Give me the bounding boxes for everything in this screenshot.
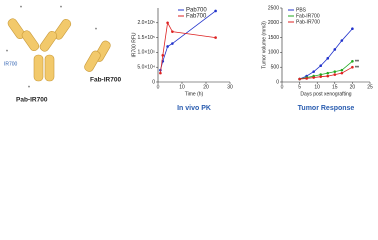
svg-text:*: * [6,49,8,55]
y-tick-label: 1000 [268,50,279,56]
data-point [305,77,308,80]
svg-text:*: * [28,85,30,91]
data-point [333,73,337,76]
y-tick-label: 5.0×10⁴ [137,65,155,71]
y-tick-label: 2500 [268,5,279,11]
antibody-diagram: * * * * * [6,5,111,91]
data-point [351,27,354,31]
data-point [351,65,354,69]
y-tick-label: 1500 [268,35,279,41]
y-tick-label: 2000 [268,20,279,26]
series-line [160,10,216,71]
data-point [312,70,315,73]
y-axis-label: Tumor volume (mm3) [261,21,267,69]
x-tick-label: 25 [367,84,373,90]
chart-title: Tumor Response [298,105,355,112]
data-point [326,74,330,78]
chart-title: In vivo PK [177,105,211,112]
x-tick-label: 0 [281,84,284,90]
x-tick-label: 15 [332,84,338,90]
figure: * * * * * Pab-IR700 Fab-IR700 IR700 0 5.0… [4,5,373,112]
legend-label: Fab700 [186,14,207,20]
annotation: ** [355,65,359,71]
y-tick-label: 1.5×10⁵ [137,35,155,41]
x-tick-label: 10 [179,84,185,90]
data-point [319,73,323,76]
data-point [340,68,344,72]
data-point [340,71,344,75]
data-point [214,36,217,39]
y-tick-label: 500 [271,65,280,71]
data-point [166,45,169,48]
data-point [161,54,165,57]
data-point [351,59,354,63]
series-line [160,21,216,74]
annotation: ** [355,59,359,65]
data-point [326,57,330,60]
svg-text:*: * [95,27,97,33]
data-point [340,39,344,42]
data-point [298,77,301,81]
legend-label: Pab-IR700 [296,19,320,25]
series-line [299,28,353,80]
svg-text:*: * [20,5,22,11]
y-axis-label: IR700 RFU [131,32,137,57]
data-point [171,42,174,45]
svg-text:*: * [60,5,62,11]
y-tick-label: 2.0×10⁵ [137,20,155,26]
x-tick-label: 5 [298,84,301,90]
legend-label: Pab700 [186,8,207,14]
data-point [333,70,337,73]
x-tick-label: 10 [314,84,320,90]
y-tick-label: 1.0×10⁵ [137,50,155,56]
data-point [214,9,217,13]
x-tick-label: 20 [203,84,209,90]
data-point [319,64,323,68]
data-point [312,76,315,79]
data-point [333,48,337,51]
y-tick-label: 0 [152,79,155,85]
data-point [171,30,174,33]
data-point [326,71,330,75]
diagram-label: Fab-IR700 [90,77,121,84]
x-tick-label: 30 [227,84,233,90]
legend-label: PBS [296,7,307,13]
legend-label: Fab-IR700 [296,13,320,19]
data-point [166,21,169,25]
x-axis-label: Days post xenografting [300,91,351,97]
x-tick-label: 20 [350,84,356,90]
diagram-label: IR700 [4,61,18,67]
data-point [159,71,162,75]
diagram-label: Pab-IR700 [16,97,48,104]
x-tick-label: 0 [157,84,160,90]
data-point [319,75,323,78]
y-tick-label: 0 [276,79,279,85]
x-axis-label: Time (h) [185,91,204,97]
